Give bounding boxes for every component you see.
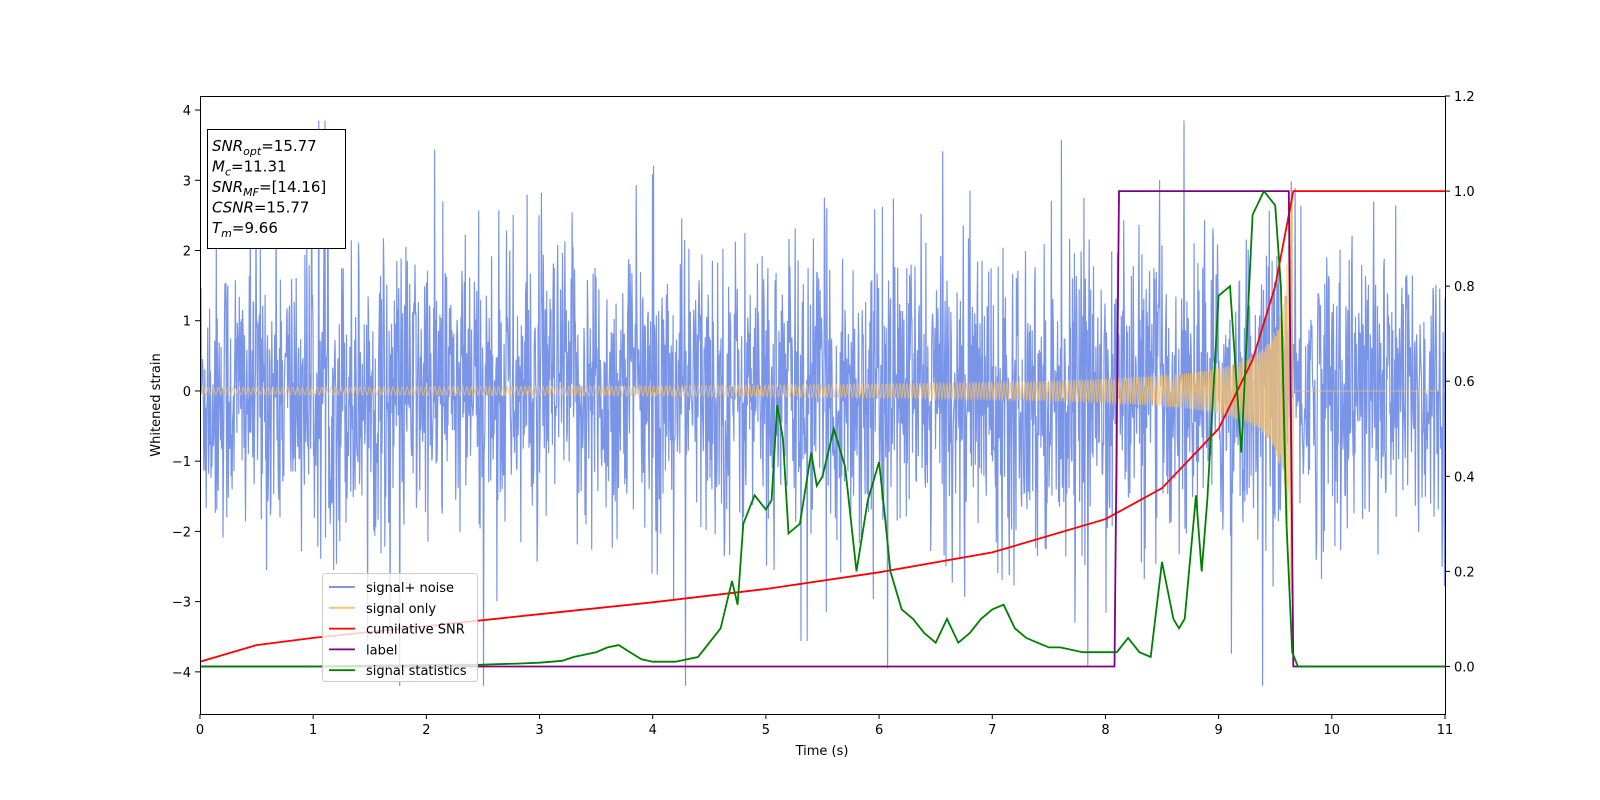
y-axis-label: Whitened strain <box>149 353 164 456</box>
y2-tick-label: 0.6 <box>1454 375 1475 390</box>
x-tick-label: 3 <box>535 723 543 738</box>
info-line: SNRopt=15.77 <box>212 137 317 158</box>
x-tick-label: 10 <box>1324 723 1341 738</box>
info-line: Mc=11.31 <box>212 158 287 179</box>
legend-label: signal only <box>366 602 436 617</box>
x-tick-label: 6 <box>875 723 883 738</box>
x-tick-label: 0 <box>196 723 204 738</box>
x-tick-label: 8 <box>1101 723 1109 738</box>
x-tick-label: 5 <box>762 723 770 738</box>
info-box: SNRopt=15.77Mc=11.31SNRMF=[14.16]CSNR=15… <box>207 129 346 249</box>
y-tick-label: −4 <box>172 666 191 681</box>
y-tick-label: 0 <box>183 385 191 400</box>
y2-tick-label: 0.2 <box>1454 565 1475 580</box>
legend-label: signal+ noise <box>366 581 454 596</box>
x-axis: 0 1 2 3 4 5 6 7 8 9 10 11 <box>196 714 1453 738</box>
y-tick-label: 2 <box>183 245 191 260</box>
legend: signal+ noise signal only cumilative SNR la… <box>322 573 478 682</box>
y2-tick-label: 0.8 <box>1454 280 1475 295</box>
x-tick-label: 7 <box>988 723 996 738</box>
axes-frame <box>200 96 1446 715</box>
y-axis-right: 0.0 0.2 0.4 0.6 0.8 1.0 1.2 <box>1445 90 1475 675</box>
x-tick-label: 2 <box>422 723 430 738</box>
y-tick-label: 3 <box>183 174 191 189</box>
info-line: Tm=9.66 <box>212 219 278 240</box>
legend-label: signal statistics <box>366 664 467 679</box>
y-axis-left: −4 −3 −2 −1 0 1 2 3 4 <box>172 104 200 681</box>
y-tick-label: 1 <box>183 315 191 330</box>
x-tick-label: 11 <box>1437 723 1454 738</box>
y-tick-label: −2 <box>172 525 191 540</box>
legend-label: label <box>366 643 397 658</box>
y-tick-label: −1 <box>172 455 191 470</box>
y2-tick-label: 1.2 <box>1454 90 1475 105</box>
series-signal-only-line <box>200 194 1445 595</box>
y2-tick-label: 1.0 <box>1454 185 1475 200</box>
x-tick-label: 4 <box>649 723 657 738</box>
y2-tick-label: 0.4 <box>1454 470 1475 485</box>
legend-label: cumilative SNR <box>366 623 465 638</box>
info-line: CSNR=15.77 <box>212 199 309 217</box>
y2-tick-label: 0.0 <box>1454 660 1475 675</box>
x-tick-label: 1 <box>309 723 317 738</box>
y-tick-label: −3 <box>172 596 191 611</box>
y-tick-label: 4 <box>183 104 191 119</box>
x-axis-label: Time (s) <box>795 744 849 759</box>
x-tick-label: 9 <box>1214 723 1222 738</box>
series-signal-statistics-line <box>200 189 1445 668</box>
info-line: SNRMF=[14.16] <box>212 178 326 199</box>
